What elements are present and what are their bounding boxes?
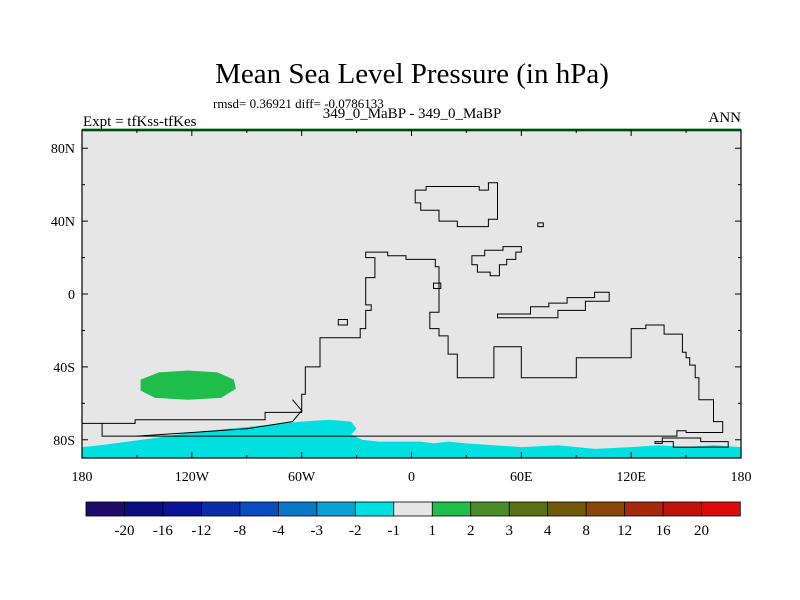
x-tick-label: 60E: [510, 470, 533, 485]
stats-label: rmsd= 0.36921 diff= -0.0786133: [213, 96, 384, 111]
coastline-east-strip: [497, 291, 610, 319]
colorbar-swatch: [201, 501, 241, 517]
colorbar-label: -1: [388, 523, 401, 539]
chart-title: Mean Sea Level Pressure (in hPa): [215, 58, 609, 90]
coastline-antarctic-island: [654, 437, 729, 448]
x-tick-label: 180: [731, 470, 752, 485]
colorbar-label: -3: [311, 523, 324, 539]
coastline-small-island-north: [537, 222, 544, 228]
x-tick-label: 0: [408, 470, 415, 485]
map-panel: 180 120W 60W 0 60E 120E 180 80N 40N 0 40S 80S: [51, 128, 752, 485]
y-tick-label: 80S: [53, 434, 75, 449]
colorbar-label: 4: [544, 523, 552, 539]
southern-pacific-high-anomaly-fill: [140, 370, 236, 400]
colorbar-swatch: [508, 501, 549, 517]
season-label: ANN: [709, 110, 742, 126]
y-tick-label: 0: [68, 288, 75, 303]
colorbar-swatch: [162, 501, 203, 517]
colorbar-label: -8: [234, 523, 247, 539]
colorbar-swatch: [585, 501, 626, 517]
experiment-label: Expt = tfKss-tfKes: [83, 114, 197, 130]
colorbar-label: 12: [617, 523, 632, 539]
colorbar-label: 1: [428, 523, 436, 539]
x-tick-label: 60W: [288, 470, 316, 485]
x-tick-label: 180: [72, 470, 93, 485]
colorbar-swatch: [431, 501, 472, 517]
colorbar-swatch: [547, 501, 587, 517]
colorbar-label: -20: [115, 523, 135, 539]
x-tick-label: 120E: [616, 470, 646, 485]
y-tick-label: 40N: [51, 215, 75, 230]
colorbar-swatch: [239, 501, 280, 517]
coastline-small-island-west: [337, 319, 348, 326]
subtitle-center: 349_0_MaBP - 349_0_MaBP: [323, 106, 502, 122]
colorbar-label: -4: [272, 523, 285, 539]
y-tick-label: 80N: [51, 142, 75, 157]
colorbar-swatch: [393, 501, 433, 517]
colorbar-swatch: [316, 501, 356, 517]
colorbar-swatch: [354, 501, 395, 517]
colorbar-swatch: [701, 501, 741, 517]
colorbar-swatch: [85, 501, 126, 517]
colorbar-swatch: [662, 501, 703, 517]
colorbar-label: 3: [505, 523, 513, 539]
colorbar-label: 20: [694, 523, 709, 539]
x-tick-label: 120W: [175, 470, 210, 485]
coastline-inner-ridge: [136, 399, 303, 437]
colorbar-label: 8: [582, 523, 590, 539]
coastline-north-landmass: [414, 182, 498, 228]
colorbar-swatch: [124, 501, 164, 517]
colorbar-label: -16: [153, 523, 173, 539]
colorbar-label: 16: [656, 523, 672, 539]
colorbar-label: -12: [191, 523, 211, 539]
map-background: [82, 130, 741, 458]
coastline-long-continent: [82, 251, 724, 437]
colorbar-label: 2: [467, 523, 475, 539]
colorbar-swatch: [624, 501, 664, 517]
y-tick-label: 40S: [53, 361, 75, 376]
colorbar-swatch: [277, 501, 318, 517]
coastline-asian-island: [471, 246, 522, 277]
colorbar-label: -2: [349, 523, 362, 539]
colorbar: -20 -16 -12 -8 -4 -3 -2 -1 1 2 3 4 8 12 16 20: [85, 501, 741, 539]
coastline-small-island-central: [433, 282, 442, 289]
colorbar-swatch: [470, 501, 510, 517]
